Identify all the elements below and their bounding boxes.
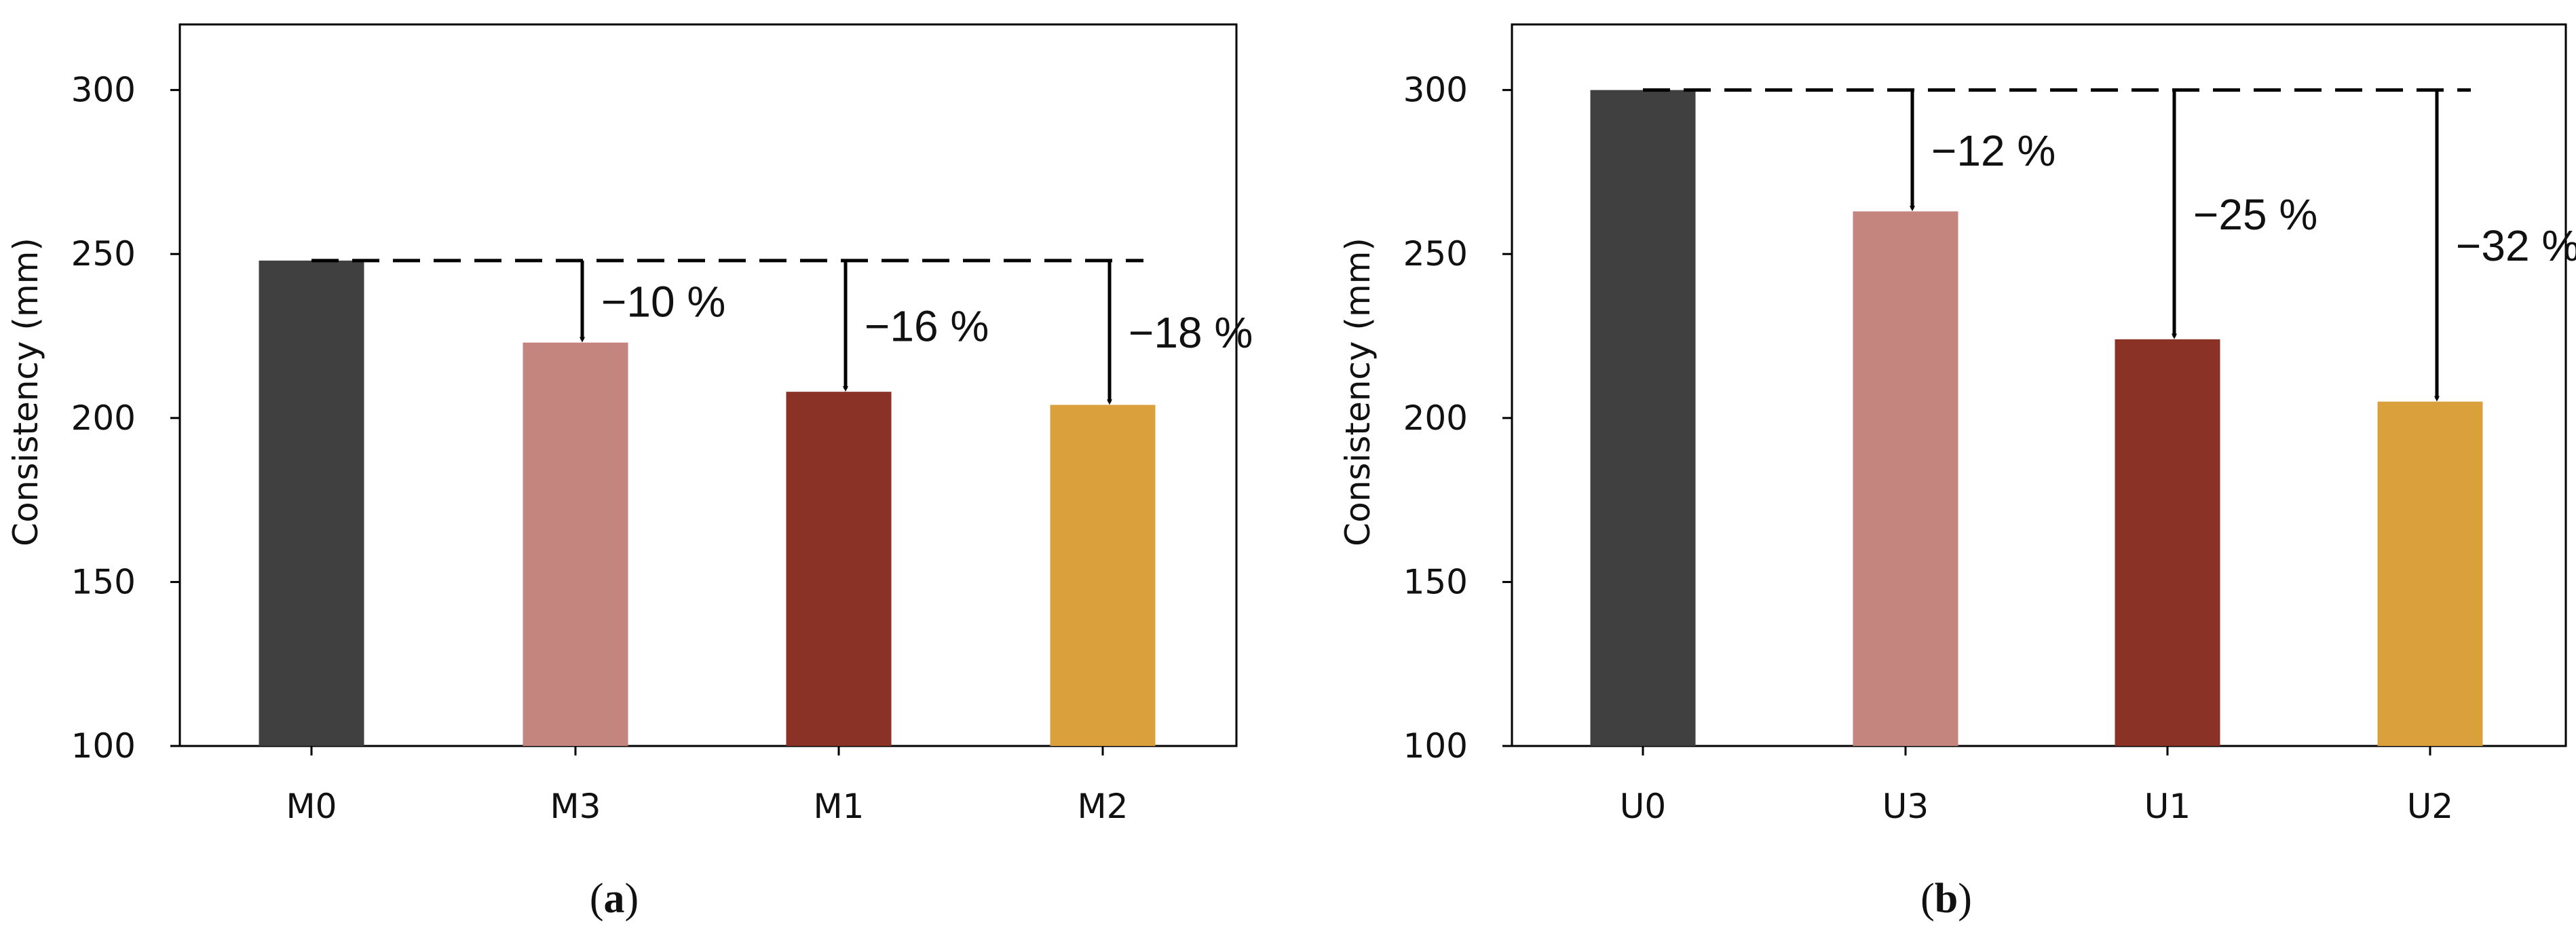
reduction-label-U3: −12 % [1931, 126, 2056, 175]
y-tick-label: 200 [71, 398, 136, 438]
chart-panel-a: 100 150 200 250 300 Consistency (mm) M0 M3 M1 M2 −… [6, 23, 1253, 922]
plot-frame [1511, 23, 2567, 747]
plot-frame [178, 23, 1238, 747]
y-tick-label: 200 [1403, 398, 1468, 438]
y-axis-title: Consistency (mm) [1338, 238, 1378, 546]
y-tick-label: 250 [1403, 234, 1468, 274]
x-tick-label-U3: U3 [1882, 787, 1929, 826]
x-tick-label-M1: M1 [814, 787, 865, 826]
bar-U2 [2377, 401, 2483, 746]
y-tick-label: 100 [1403, 726, 1468, 766]
y-tick-label: 150 [71, 562, 136, 601]
y-tick-label: 150 [1403, 562, 1468, 601]
bar-U1 [2115, 339, 2220, 746]
y-tick-label: 100 [71, 726, 136, 766]
y-axis-title: Consistency (mm) [6, 238, 45, 546]
reduction-label-M1: −16 % [865, 302, 989, 351]
panel-label: (a) [590, 876, 639, 922]
y-tick-label: 250 [71, 234, 136, 274]
y-tick-label: 300 [71, 71, 136, 110]
bar-M3 [523, 342, 628, 746]
x-tick-label-M2: M2 [1078, 787, 1129, 826]
reduction-label-M2: −18 % [1129, 308, 1253, 357]
reduction-label-U2: −32 % [2456, 221, 2576, 270]
x-tick-label-U0: U0 [1620, 787, 1666, 826]
bar-U3 [1853, 211, 1958, 746]
bar-M1 [786, 392, 892, 746]
chart-panel-b: 100 150 200 250 300 Consistency (mm) U0 U3 U1 U2 −… [1338, 23, 2576, 922]
x-tick-label-M3: M3 [550, 787, 601, 826]
x-tick-label-U2: U2 [2407, 787, 2453, 826]
reduction-label-U1: −25 % [2193, 190, 2317, 239]
x-tick-label-U1: U1 [2144, 787, 2191, 826]
bar-M0 [259, 260, 364, 747]
reduction-label-M3: −10 % [601, 277, 725, 326]
y-tick-label: 300 [1403, 71, 1468, 110]
x-tick-label-M0: M0 [286, 787, 337, 826]
bar-U0 [1590, 90, 1696, 747]
bar-M2 [1050, 405, 1156, 746]
panel-label: (b) [1920, 876, 1972, 922]
